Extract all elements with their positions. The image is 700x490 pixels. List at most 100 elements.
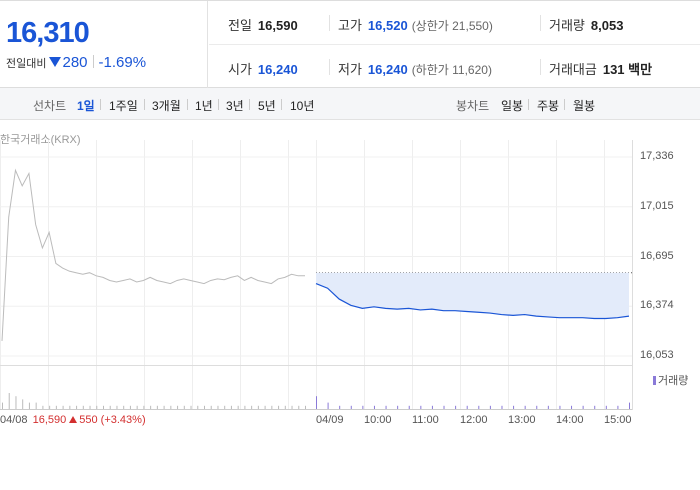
open-cell: 시가 16,240: [228, 59, 298, 78]
volume-bar: [177, 405, 179, 409]
volume-bar: [103, 405, 104, 409]
tab-1-week[interactable]: 1주일: [109, 99, 138, 113]
tab-3-months[interactable]: 3개월: [152, 99, 181, 113]
volume-bar: [284, 405, 286, 409]
tab-10-years[interactable]: 10년: [290, 99, 315, 113]
volume-bar: [571, 405, 573, 409]
volume-bar: [466, 405, 468, 409]
volume-bar: [455, 405, 457, 409]
previous-price: 16,590: [32, 414, 67, 426]
volume-bar: [373, 405, 375, 409]
volume-bar: [197, 405, 199, 409]
x-axis-line: [0, 409, 632, 410]
x-tick-label: 10:00: [364, 414, 392, 426]
x-tick-label: 04/09: [316, 414, 344, 426]
volume-bar: [150, 405, 152, 409]
amount-unit: 백만: [628, 62, 653, 77]
volume-bar: [489, 405, 491, 409]
volume-bar: [305, 405, 306, 409]
y-tick-label: 17,015: [640, 199, 674, 212]
x-tick-label: 15:00: [604, 414, 632, 426]
volume-bar: [605, 405, 607, 409]
y-tick-label: 16,374: [640, 299, 674, 312]
volume-bar: [278, 405, 280, 409]
volume-bar: [251, 405, 253, 409]
volume-bar: [42, 405, 44, 409]
volume-bar: [35, 402, 37, 409]
y-tick-label: 17,336: [640, 150, 674, 162]
high-value: 16,520: [367, 18, 408, 33]
volume-bar: [15, 396, 17, 409]
volume-bar: [89, 405, 91, 409]
amount-label: 거래대금: [549, 62, 597, 77]
volume-bar: [524, 405, 526, 409]
volume-bar: [123, 405, 125, 409]
tab-5-years[interactable]: 5년: [258, 99, 276, 113]
volume-bar: [257, 405, 259, 409]
divider: [92, 55, 94, 68]
volume-bar: [22, 399, 24, 409]
divider: [249, 99, 250, 110]
change-percent: -1.69%: [98, 54, 147, 71]
down-arrow-icon: [49, 57, 62, 67]
divider: [528, 99, 529, 110]
data-source: 한국거래소(KRX): [0, 134, 81, 146]
volume-bar: [96, 405, 98, 409]
volume-bar: [594, 405, 596, 409]
candle-chart-title: 봉차트: [456, 99, 490, 113]
volume-bar: [501, 405, 503, 409]
volume-bar: [350, 405, 352, 409]
prev-close-label: 전일: [228, 18, 252, 33]
volume-value: 8,053: [590, 18, 624, 33]
tab-weekly-candle[interactable]: 주봉: [537, 99, 560, 113]
tab-monthly-candle[interactable]: 월봉: [573, 99, 596, 113]
divider: [564, 99, 565, 110]
x-tick-label: 12:00: [460, 414, 488, 426]
x-tick-label: 13:00: [508, 414, 536, 426]
tab-1-year[interactable]: 1년: [195, 99, 213, 113]
volume-bar: [49, 405, 51, 409]
series-area-0409: [316, 272, 629, 319]
price-box: 16,310 전일대비 280 -1.69%: [0, 1, 208, 88]
volume-bar: [8, 393, 10, 409]
divider: [144, 99, 145, 110]
x-tick-label: 11:00: [412, 414, 439, 426]
volume-bar: [156, 405, 158, 409]
tab-daily-candle[interactable]: 일봉: [501, 99, 524, 113]
divider: [281, 99, 282, 110]
volume-bar: [339, 405, 341, 409]
volume-bar: [109, 405, 111, 409]
divider: [100, 99, 101, 110]
y-axis-line: [632, 140, 633, 410]
y-tick-label: 16,695: [640, 249, 674, 262]
tab-1-day[interactable]: 1일: [77, 99, 95, 113]
volume-bar: [170, 405, 172, 409]
volume-bar: [230, 405, 232, 409]
volume-legend: 거래량: [653, 372, 688, 388]
volume-bar: [55, 405, 57, 409]
volume-bar: [397, 405, 399, 409]
volume-bar: [617, 405, 619, 409]
previous-day-info: 04/08 16,590 550 (+3.43%): [0, 414, 146, 426]
volume-bar: [547, 405, 549, 409]
volume-bar: [237, 405, 239, 409]
volume-bar: [408, 405, 410, 409]
volume-label: 거래량: [549, 18, 585, 33]
volume-bar: [264, 405, 266, 409]
divider: [329, 15, 330, 31]
change-row: 전일대비 280 -1.69%: [6, 54, 146, 71]
open-label: 시가: [228, 62, 252, 77]
volume-bar: [116, 405, 118, 409]
divider: [329, 59, 330, 75]
volume-bar: [143, 405, 145, 409]
change-label: 전일대비: [6, 58, 47, 70]
price-chart: [0, 140, 633, 410]
volume-bar: [129, 405, 131, 409]
amount-cell: 거래대금 131 백만: [549, 59, 652, 78]
volume-bar: [582, 405, 584, 409]
tab-3-years[interactable]: 3년: [226, 99, 244, 113]
volume-bar: [362, 405, 364, 409]
line-chart-title: 선차트: [33, 99, 67, 113]
volume-swatch: [653, 376, 656, 385]
prev-close-cell: 전일 16,590: [228, 15, 298, 34]
